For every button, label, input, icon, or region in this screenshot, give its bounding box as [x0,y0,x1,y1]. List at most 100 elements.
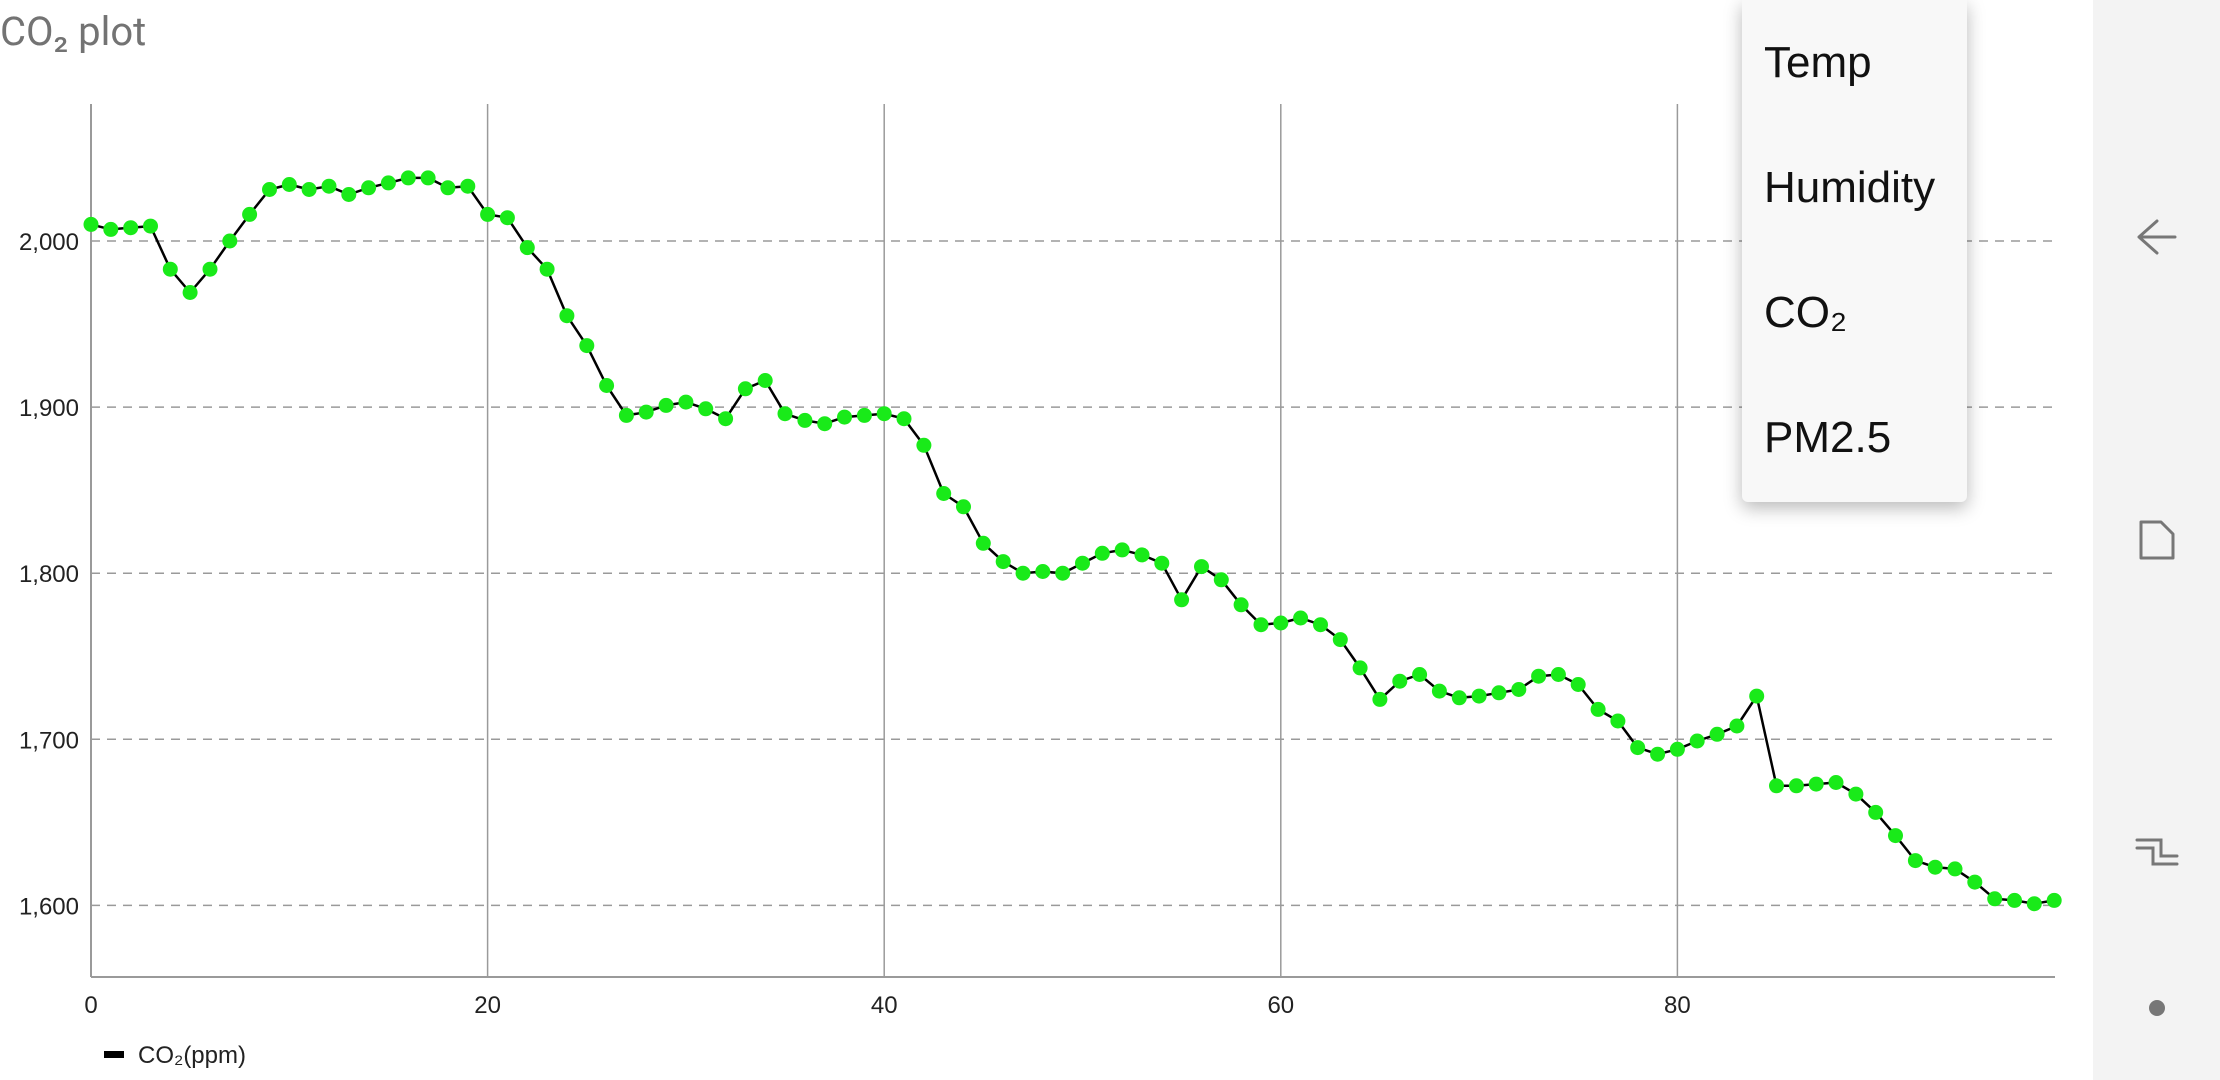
x-tick-label: 60 [1267,992,1294,1019]
data-point [737,381,753,397]
chart-legend: CO₂(ppm) [104,1042,246,1069]
data-point [1134,547,1150,563]
data-point [1352,660,1368,676]
data-point [1035,564,1051,579]
data-point [1451,690,1467,706]
data-point [1412,667,1428,682]
y-tick-label: 1,800 [19,561,79,588]
data-point [1650,746,1666,762]
data-point [1194,559,1209,575]
data-point [1313,617,1328,633]
data-point [123,220,139,236]
data-point [1709,726,1725,742]
data-point [678,394,694,410]
recent-apps-icon[interactable] [2131,822,2183,874]
data-point [400,170,416,186]
menu-item-pm25[interactable]: PM2.5 [1764,412,1892,462]
data-point [1967,874,1983,890]
data-point [1610,713,1626,729]
legend-label: CO₂(ppm) [138,1042,246,1069]
data-point [1431,683,1447,699]
data-point [896,411,912,427]
data-point [1590,701,1606,717]
data-point [1828,775,1844,790]
data-point [618,407,634,423]
home-dot-icon[interactable] [2131,982,2183,1034]
data-point [797,412,813,428]
data-point [1114,542,1130,558]
data-point [856,407,872,423]
data-point [83,216,99,232]
back-icon[interactable] [2131,211,2183,263]
data-point [995,554,1011,570]
data-point [440,180,456,196]
data-point [281,177,297,192]
data-point [1987,891,2003,907]
data-point [202,261,218,277]
x-tick-label: 80 [1664,992,1691,1019]
data-point [162,261,178,277]
data-point [2046,892,2062,908]
data-point [757,373,773,388]
data-point [1907,853,1923,869]
data-point [718,411,734,427]
data-point [341,187,357,202]
data-point [698,401,714,417]
data-point [579,338,595,354]
menu-item-co2[interactable]: CO₂ [1764,287,1848,337]
data-point [1531,668,1547,684]
data-point [559,308,575,324]
data-point [837,409,852,425]
data-point [262,182,277,197]
data-point [1094,545,1110,561]
x-tick-label: 0 [84,992,97,1019]
data-point [658,397,674,413]
y-tick-label: 1,600 [19,893,79,920]
data-point [956,499,971,515]
data-point [420,170,436,186]
data-point [1888,828,1903,844]
data-point [182,285,198,300]
data-point [480,206,496,222]
data-point [1729,718,1745,734]
data-point [222,233,238,249]
data-point [1848,786,1864,802]
data-point [1550,667,1566,682]
x-tick-label: 40 [871,992,898,1019]
data-point [1927,859,1943,875]
co2-line-chart: 0 20 40 60 80 1,600 1,700 1,800 1,900 2,000 CO₂(p… [19,104,2062,1069]
navigation-bar [2093,0,2220,1080]
data-point [519,240,535,256]
data-point [1332,632,1348,648]
data-point [876,406,892,422]
chart-points [83,170,2062,912]
chart-grid [91,104,2055,977]
overview-icon[interactable] [2131,514,2183,566]
data-point [1630,740,1646,756]
data-point [975,535,991,551]
data-point [539,261,555,277]
data-point [1511,682,1527,697]
data-point [1293,610,1309,626]
y-tick-label: 1,700 [19,727,79,754]
data-point [936,486,952,501]
menu-item-temp[interactable]: Temp [1764,37,1872,87]
data-point [143,218,158,234]
data-point [1075,555,1090,571]
data-point [1749,688,1765,704]
menu-item-humidity[interactable]: Humidity [1764,162,1936,212]
data-point [1769,778,1784,794]
data-point [1154,555,1170,571]
data-point [2026,896,2042,912]
data-point [1392,673,1408,689]
dropdown-menu: Temp Humidity CO₂ PM2.5 [1742,0,1967,502]
data-point [599,378,615,393]
data-point [2007,892,2022,908]
data-point [242,206,258,222]
data-point [638,404,654,420]
data-point [1788,778,1804,794]
data-point [1808,776,1824,792]
data-point [460,178,476,194]
data-point [1015,565,1031,581]
chart-series-line-layer [90,176,2055,905]
